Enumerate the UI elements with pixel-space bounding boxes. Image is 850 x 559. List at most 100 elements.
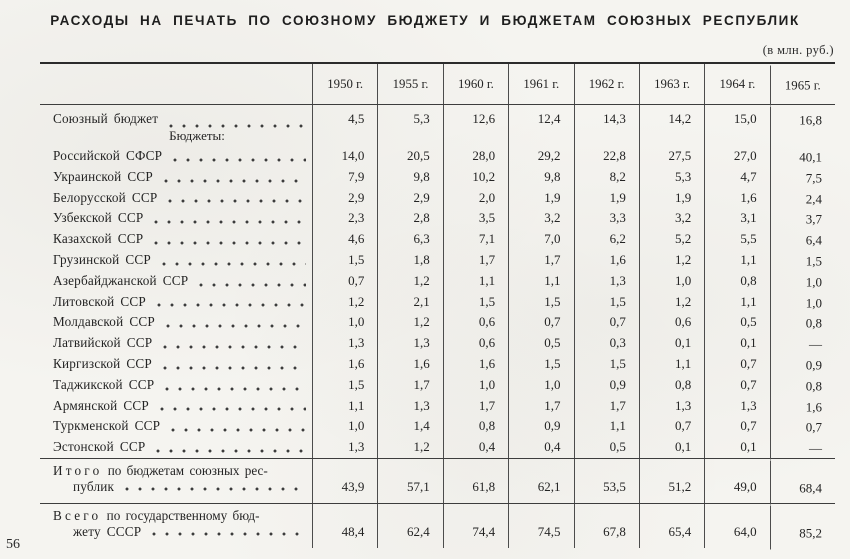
dot-leader bbox=[199, 282, 306, 287]
value-cell: 62,1 bbox=[508, 458, 573, 503]
table-row: Киргизской ССР 1,6 1,6 1,6 1,5 1,5 1,1 0,7 0,9 bbox=[40, 353, 835, 377]
year-column-header: 1964 г. bbox=[704, 64, 769, 104]
table-row: Российской СФСР 14,0 20,5 28,0 29,2 22,8 27,5 2… bbox=[40, 146, 835, 169]
value-cell: 6,2 bbox=[573, 229, 639, 250]
total-label-lead: Итого bbox=[53, 462, 103, 478]
value-cell: 1,4 bbox=[377, 416, 442, 438]
value-cell bbox=[508, 129, 573, 146]
year-column-header: 1960 г. bbox=[442, 64, 508, 104]
value-cell: 1,3 bbox=[573, 270, 639, 292]
value-cell: 0,8 bbox=[638, 374, 704, 396]
row-label: Узбекской ССР bbox=[40, 208, 312, 229]
value-cell: 9,8 bbox=[377, 166, 442, 188]
dot-leader bbox=[163, 178, 306, 183]
value-cell: 28,0 bbox=[442, 146, 508, 167]
value-cell: 2,0 bbox=[442, 187, 508, 209]
value-cell: 74,4 bbox=[442, 503, 508, 548]
section-subheading-row: Бюджеты: bbox=[40, 129, 835, 148]
dot-leader bbox=[159, 407, 306, 412]
total-label-line1: Итого по бюджетам союзных рес- bbox=[53, 463, 312, 480]
value-cell: 16,8 bbox=[769, 106, 835, 135]
value-cell: 5,3 bbox=[377, 105, 442, 133]
value-cell: 1,5 bbox=[769, 251, 835, 273]
value-cell: 9,8 bbox=[508, 166, 573, 188]
value-cell: 0,7 bbox=[704, 374, 769, 396]
value-cell: 7,9 bbox=[312, 166, 377, 188]
total-label-lead: Всего bbox=[53, 507, 102, 523]
value-cell: 85,2 bbox=[769, 505, 835, 550]
subtotal-row: Итого по бюджетам союзных рес-публик 43,9… bbox=[40, 458, 835, 505]
value-cell: 0,8 bbox=[769, 376, 835, 398]
header-label-spacer bbox=[40, 64, 312, 104]
value-cell: 48,4 bbox=[312, 503, 377, 548]
dot-leader bbox=[156, 303, 306, 308]
dot-leader bbox=[161, 261, 306, 266]
value-cell: 1,0 bbox=[508, 374, 573, 396]
row-label: Азербайджанской ССР bbox=[40, 271, 312, 292]
table-header-row: 1950 г. 1955 г. 1960 г. 1961 г. 1962 г. 1963 … bbox=[40, 64, 835, 106]
row-label: Украинской ССР bbox=[40, 167, 312, 188]
value-cell: 1,3 bbox=[312, 333, 377, 354]
row-label: Латвийской ССР bbox=[40, 333, 312, 354]
value-cell bbox=[704, 129, 769, 146]
value-cell: 74,5 bbox=[508, 503, 573, 548]
value-cell: 27,5 bbox=[638, 146, 704, 167]
value-cell: 7,1 bbox=[442, 229, 508, 250]
value-cell: 4,6 bbox=[312, 229, 377, 250]
value-cell: 0,1 bbox=[638, 437, 704, 458]
value-cell: 27,0 bbox=[704, 146, 769, 167]
value-cell: 2,9 bbox=[377, 187, 442, 209]
value-cell: 0,9 bbox=[573, 374, 639, 396]
dot-leader bbox=[165, 324, 306, 329]
value-cell: 1,5 bbox=[573, 353, 639, 375]
value-cell: 0,1 bbox=[704, 437, 769, 458]
value-cell: 20,5 bbox=[377, 146, 442, 167]
value-cell: 12,4 bbox=[508, 105, 573, 133]
grand-total-rule bbox=[40, 502, 835, 504]
value-cell: 1,3 bbox=[377, 333, 442, 354]
statistics-table: 1950 г. 1955 г. 1960 г. 1961 г. 1962 г. 1963 … bbox=[40, 62, 835, 550]
row-label-text: Союзный бюджет bbox=[53, 111, 159, 126]
value-cell: 3,7 bbox=[769, 209, 835, 231]
total-row-label: Всего по государственному бюд-жету СССР bbox=[40, 504, 312, 548]
value-cell: 4,7 bbox=[704, 166, 769, 188]
value-cell: 1,6 bbox=[312, 353, 377, 375]
value-cell: 1,1 bbox=[704, 249, 769, 271]
row-label-text: Армянской ССР bbox=[53, 397, 149, 413]
value-cell: 1,3 bbox=[704, 395, 769, 417]
value-cell: 14,3 bbox=[573, 105, 639, 133]
row-label: Молдавской ССР bbox=[40, 312, 312, 333]
value-cell: 1,0 bbox=[312, 416, 377, 438]
value-cell: 0,7 bbox=[638, 416, 704, 438]
value-cell bbox=[573, 129, 639, 146]
value-cell: 1,7 bbox=[508, 249, 573, 271]
value-cell: 0,1 bbox=[704, 333, 769, 354]
total-row-label: Итого по бюджетам союзных рес-публик bbox=[40, 459, 312, 503]
dot-leader bbox=[154, 240, 306, 245]
row-label: Грузинской ССР bbox=[40, 250, 312, 271]
value-cell: 2,8 bbox=[377, 208, 442, 230]
table-row: Азербайджанской ССР 0,7 1,2 1,1 1,1 1,3 1,0 0,8… bbox=[40, 270, 835, 294]
dot-leader bbox=[154, 220, 306, 225]
row-label-text: Грузинской ССР bbox=[53, 251, 151, 267]
value-cell: 68,4 bbox=[769, 460, 835, 505]
table-body: Союзный бюджет 4,5 5,3 12,6 12,4 14,3 14,2 15,0… bbox=[40, 105, 835, 460]
value-cell: 0,7 bbox=[312, 270, 377, 292]
row-label: Союзный бюджет bbox=[40, 105, 312, 133]
page-number: 56 bbox=[6, 537, 20, 552]
value-cell: 1,6 bbox=[769, 397, 835, 418]
value-cell: 0,5 bbox=[573, 437, 639, 458]
value-cell bbox=[312, 129, 377, 146]
value-cell: 1,2 bbox=[377, 437, 442, 458]
value-cell bbox=[638, 129, 704, 146]
value-cell: 5,2 bbox=[638, 229, 704, 250]
value-cell: 1,0 bbox=[442, 374, 508, 396]
value-cell: 2,4 bbox=[769, 189, 835, 210]
year-column-header: 1963 г. bbox=[638, 64, 704, 104]
row-label: Таджикской ССР bbox=[40, 375, 312, 396]
value-cell: 1,3 bbox=[377, 395, 442, 417]
value-cell: 0,8 bbox=[704, 270, 769, 292]
row-label-text: Латвийской ССР bbox=[53, 335, 153, 351]
value-cell: 0,7 bbox=[769, 417, 835, 439]
value-cell: 1,2 bbox=[638, 249, 704, 271]
